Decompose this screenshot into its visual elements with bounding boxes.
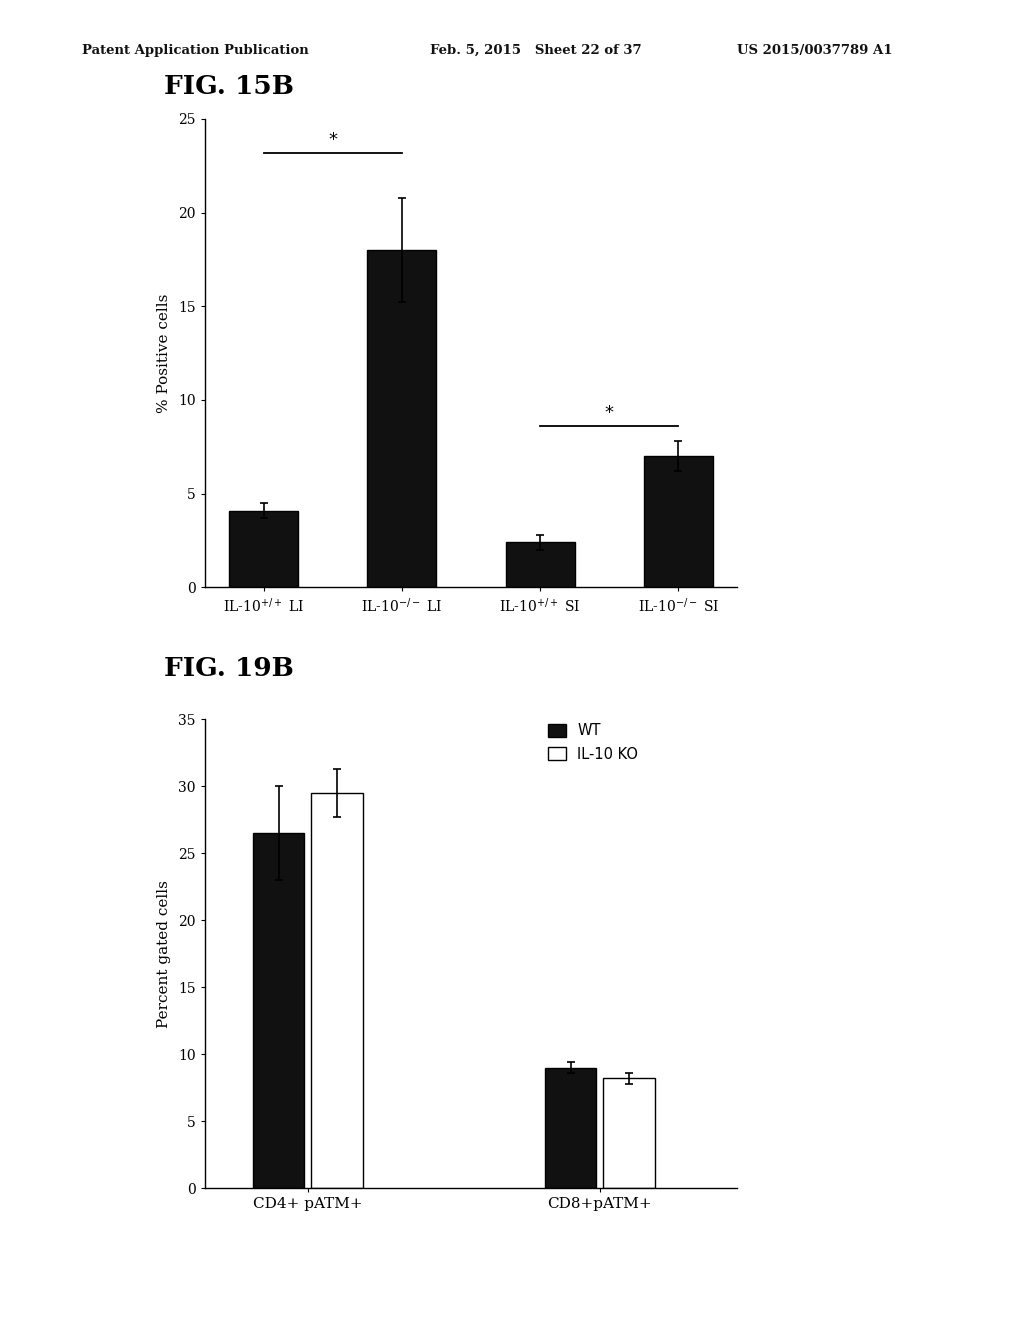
Bar (368, 249, 436, 587)
Text: Patent Application Publication: Patent Application Publication (82, 44, 308, 57)
Bar (229, 511, 298, 587)
Bar (603, 1078, 654, 1188)
Bar (506, 543, 574, 587)
Y-axis label: Percent gated cells: Percent gated cells (158, 879, 171, 1028)
Text: FIG. 19B: FIG. 19B (164, 656, 294, 681)
Bar (545, 1068, 596, 1188)
Y-axis label: % Positive cells: % Positive cells (158, 293, 171, 413)
Text: *: * (329, 131, 337, 149)
Bar (644, 457, 713, 587)
Text: *: * (605, 404, 613, 422)
Bar (253, 833, 304, 1188)
Text: US 2015/0037789 A1: US 2015/0037789 A1 (737, 44, 893, 57)
Bar (311, 793, 362, 1188)
Text: FIG. 15B: FIG. 15B (164, 74, 294, 99)
Legend: WT, IL-10 KO: WT, IL-10 KO (543, 717, 644, 768)
Text: Feb. 5, 2015   Sheet 22 of 37: Feb. 5, 2015 Sheet 22 of 37 (430, 44, 642, 57)
